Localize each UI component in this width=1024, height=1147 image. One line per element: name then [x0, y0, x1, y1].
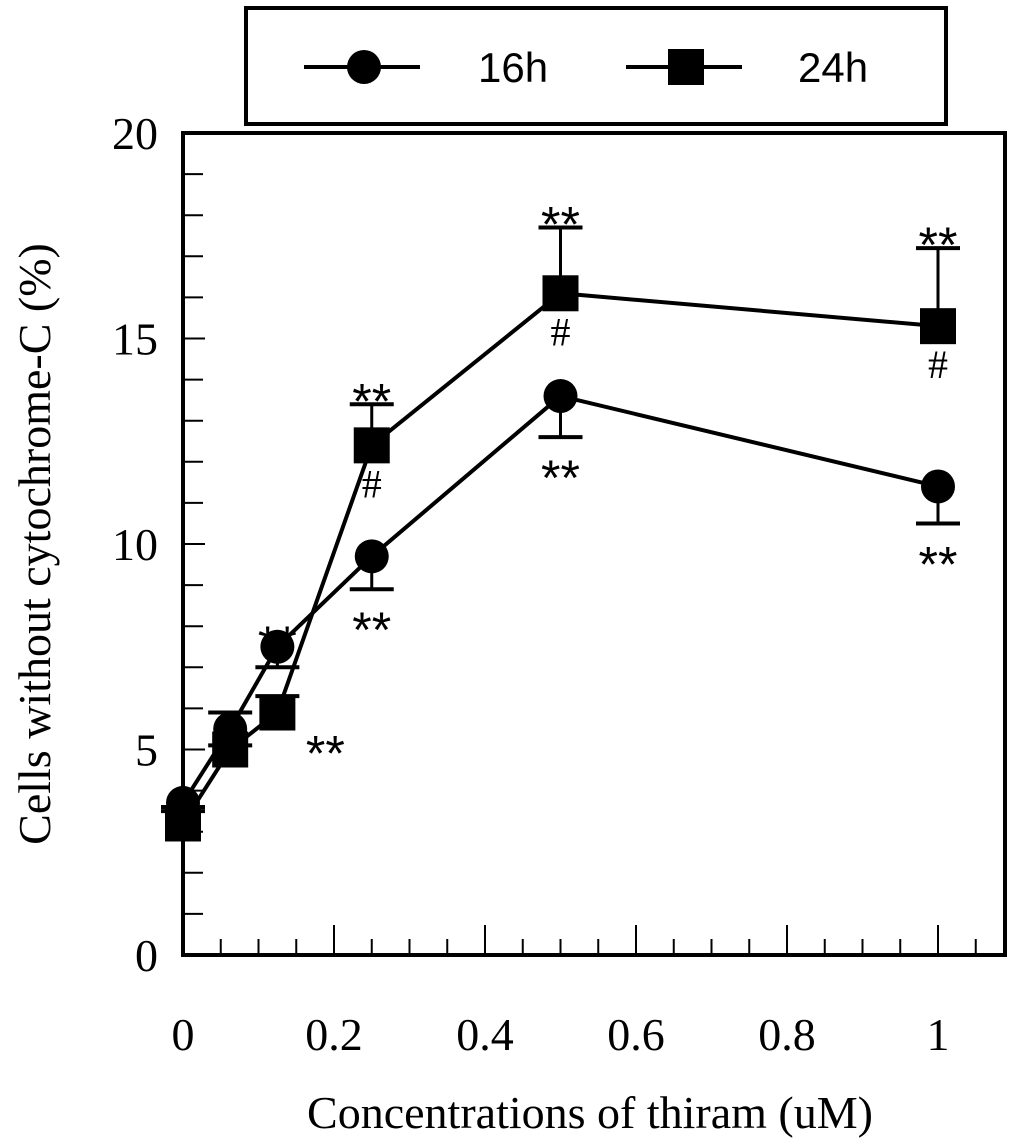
data-point-16h: [354, 539, 389, 574]
series-24h-line: [181, 291, 939, 825]
data-point-16h: [260, 629, 295, 664]
hash-marker: #: [551, 309, 571, 354]
markers: [165, 275, 956, 842]
y-axis-title: Cells without cytochrome-C (%): [9, 243, 60, 845]
legend-24h-marker: [668, 49, 704, 85]
legend: 16h 24h: [244, 6, 948, 126]
x-tick-label: 0.8: [758, 1009, 816, 1060]
significance-marker: **: [258, 616, 297, 672]
y-tick-label: 0: [135, 930, 158, 981]
x-tick-label: 0: [172, 1009, 195, 1060]
significance-marker: **: [919, 217, 958, 273]
y-tick-label: 20: [112, 108, 158, 159]
y-tick-label: 15: [112, 314, 158, 365]
x-tick-label: 0.4: [456, 1009, 514, 1060]
data-point-24h: [920, 308, 956, 345]
legend-16h-label: 16h: [478, 44, 548, 91]
y-tick-label: 10: [112, 519, 158, 570]
legend-24h-label: 24h: [798, 44, 868, 91]
significance-marker: **: [541, 450, 580, 506]
data-point-16h: [921, 469, 955, 504]
series-lines: [181, 291, 939, 825]
x-tick-label: 1: [927, 1009, 950, 1060]
significance-marker: **: [352, 602, 391, 658]
annotations: ** **********#**#**#: [258, 197, 958, 782]
data-point-24h: [353, 427, 390, 464]
x-tick-label: 0.6: [607, 1009, 665, 1060]
data-point-24h: [212, 731, 249, 768]
hash-marker: #: [362, 461, 382, 506]
x-tick-label: 0.2: [305, 1009, 363, 1060]
significance-marker: **: [541, 197, 580, 253]
data-point-24h: [542, 275, 579, 312]
significance-marker: **: [306, 726, 345, 782]
hash-marker: #: [928, 342, 948, 387]
y-tick-label: 5: [135, 725, 158, 776]
significance-marker: **: [352, 373, 391, 429]
legend-16h-marker: [347, 50, 381, 84]
significance-marker: **: [919, 536, 958, 592]
x-axis-title: Concentrations of thiram (uM): [307, 1087, 873, 1138]
plot-frame: [181, 131, 1007, 957]
data-point-16h: [543, 379, 578, 414]
data-point-24h: [259, 694, 296, 731]
data-point-24h: [165, 805, 201, 842]
axes: 0 5 10 15 20 0 0.2 0.4 0.6 0.8 1: [112, 108, 977, 1060]
